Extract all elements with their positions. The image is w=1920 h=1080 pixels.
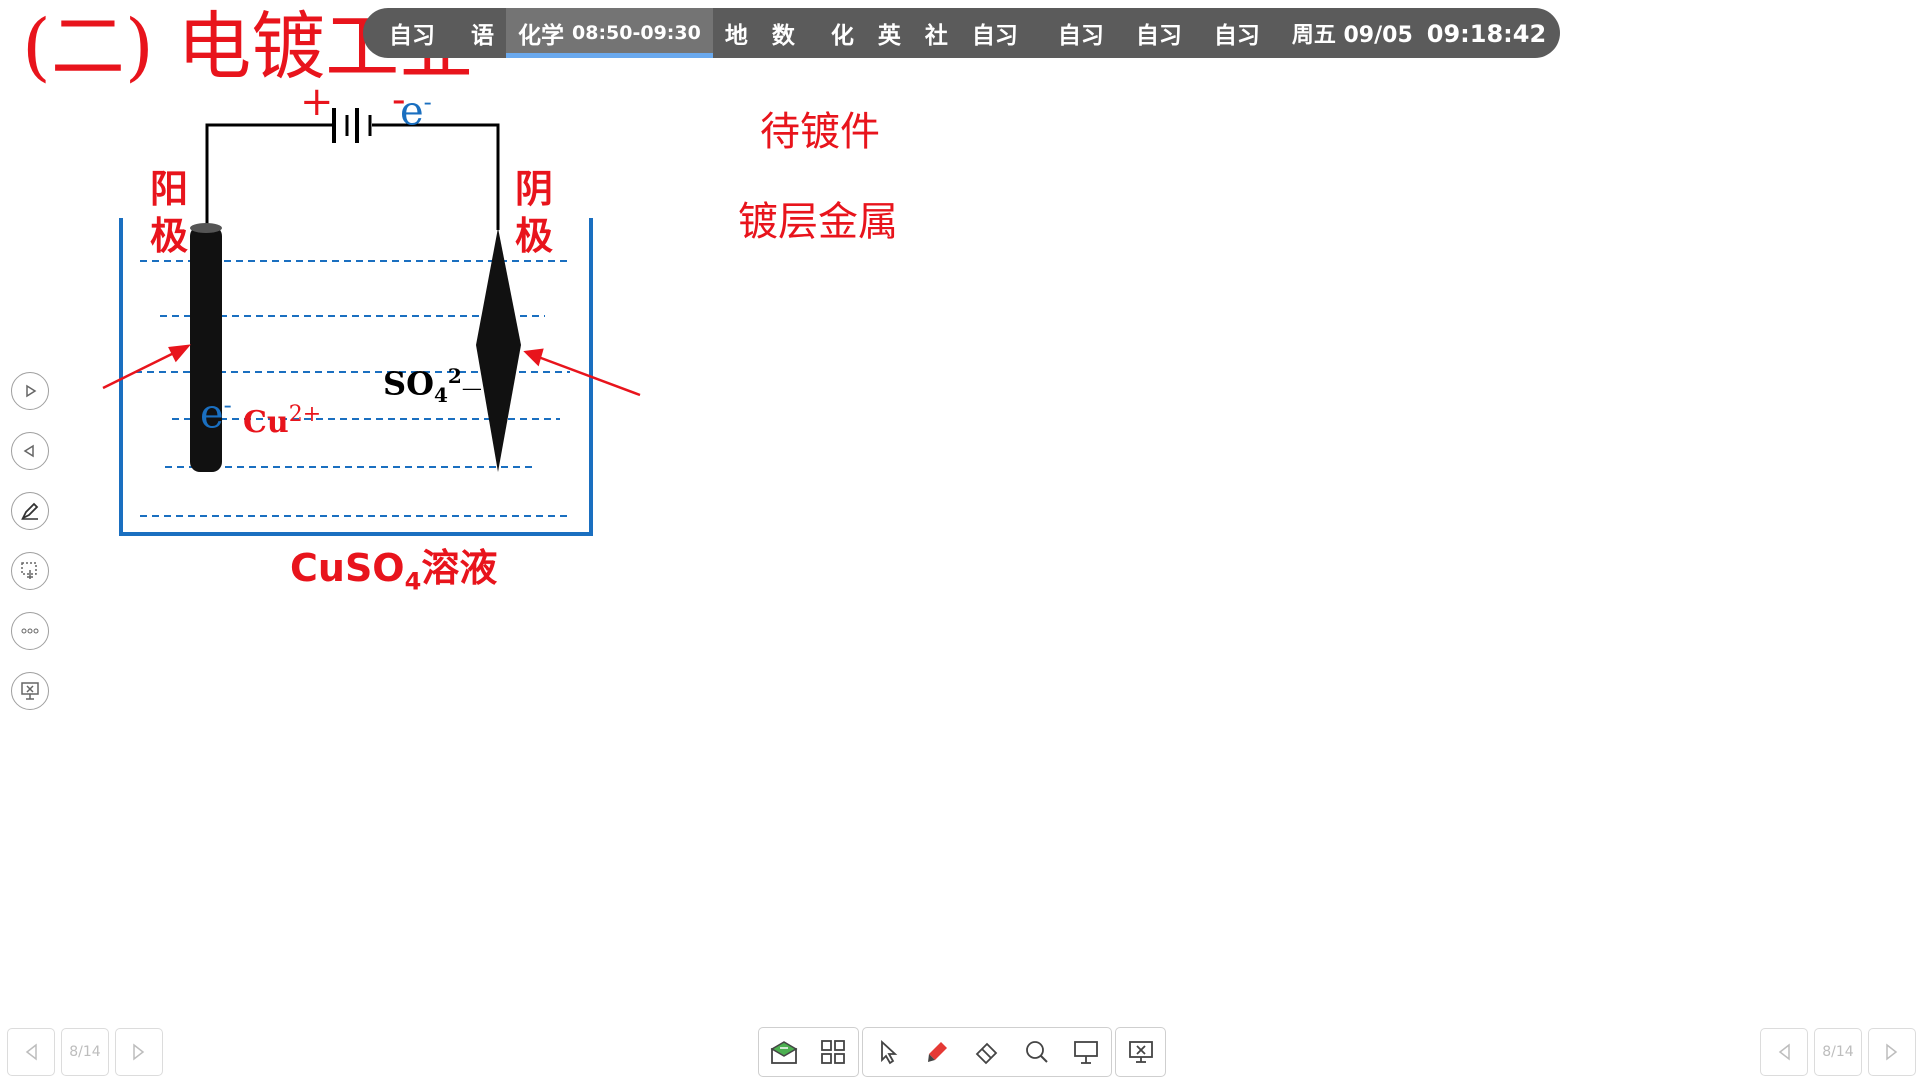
schedule-item[interactable]: 自习 — [1135, 23, 1182, 49]
solution-label: CuSO4溶液 — [290, 546, 497, 604]
end-show-button[interactable] — [11, 672, 49, 710]
search-icon — [1025, 1041, 1048, 1063]
prev-slide-button[interactable] — [11, 432, 49, 470]
schedule-item[interactable]: 地 — [724, 23, 748, 49]
electron-top-sup: - — [423, 88, 432, 116]
arrow-to-anode-head — [168, 344, 192, 363]
battery-minus-label: - — [392, 77, 406, 123]
sulfate-sup: 2 — [447, 364, 462, 388]
arrow-to-anode — [102, 347, 183, 390]
whiteboard-button[interactable] — [1061, 1028, 1111, 1076]
cathode-plate — [476, 228, 521, 472]
cu-ion-sup: 2+ — [288, 402, 322, 427]
arrow-to-cathode-head — [523, 348, 544, 367]
next-page-button-right[interactable] — [1868, 1028, 1916, 1076]
prev-page-button-left[interactable] — [7, 1028, 55, 1076]
grid-apps-button[interactable] — [809, 1028, 859, 1076]
schedule-item[interactable]: 化 — [830, 23, 854, 49]
class-schedule-bar: 自习 语 化学 08:50-09:30 地 数 化 英 社 自习 自习 自习 自… — [363, 8, 1560, 58]
more-button[interactable] — [11, 612, 49, 650]
next-page-button-left[interactable] — [115, 1028, 163, 1076]
circuit-wire — [205, 123, 500, 230]
bottom-toolbar-exit — [1115, 1027, 1166, 1077]
to-be-plated-label: 待镀件 — [760, 109, 880, 155]
clock-time: 09:18:42 — [1426, 20, 1547, 48]
chevron-right-icon — [133, 1043, 145, 1061]
electron-anode-sup: - — [223, 391, 232, 419]
bottom-toolbar-tools — [862, 1027, 1112, 1077]
page-indicator-right: 8/14 — [1814, 1028, 1862, 1076]
whiteboard-icon — [1074, 1041, 1099, 1064]
schedule-item[interactable]: 自习 — [389, 23, 435, 49]
electron-top-e: e — [400, 88, 424, 135]
solution-sub: 4 — [404, 567, 422, 596]
search-button[interactable] — [1012, 1028, 1062, 1076]
more-icon — [21, 628, 39, 634]
chevron-left-icon — [25, 1043, 37, 1061]
pointer-icon — [880, 1039, 898, 1065]
clock-day: 周五 09/05 — [1291, 23, 1413, 48]
page-indicator-left: 8/14 — [61, 1028, 109, 1076]
select-area-button[interactable] — [11, 552, 49, 590]
pointer-button[interactable] — [863, 1028, 913, 1076]
sulfate-text: SO — [383, 364, 434, 403]
next-slide-button[interactable] — [11, 372, 49, 410]
exit-show-icon — [1128, 1041, 1153, 1063]
electron-top-label: e- — [400, 82, 432, 131]
cathode-label-line1: 阴 — [515, 167, 554, 211]
clock: 周五 09/05 09:18:42 — [1288, 17, 1560, 49]
next-slide-icon — [26, 384, 37, 398]
anode-rod — [190, 226, 222, 472]
select-area-icon — [21, 562, 37, 579]
sulfate-sub: 4 — [433, 383, 448, 408]
electron-anode-e: e — [200, 391, 224, 438]
schedule-item[interactable]: 自习 — [971, 23, 1018, 49]
current-class-label: 化学 — [518, 23, 564, 49]
arrow-to-cathode — [532, 353, 641, 397]
anode-label-line2: 极 — [150, 214, 189, 258]
schedule-item[interactable]: 数 — [771, 23, 795, 49]
prev-page-button-right[interactable] — [1760, 1028, 1808, 1076]
schedule-item[interactable]: 语 — [471, 23, 494, 49]
grid-apps-icon — [821, 1040, 846, 1064]
anode-label: 阳 极 — [150, 166, 188, 260]
end-show-icon — [21, 682, 39, 700]
pen-button[interactable] — [11, 492, 49, 530]
bottom-toolbar-apps — [758, 1027, 859, 1077]
cu-ion-label: Cu2+ — [243, 398, 321, 440]
brush-button[interactable] — [913, 1028, 963, 1076]
anode-label-line1: 阳 — [150, 167, 189, 211]
schedule-item[interactable]: 自习 — [1213, 23, 1260, 49]
schedule-item[interactable]: 社 — [924, 23, 948, 49]
sulfate-ion-label: SO42— — [383, 358, 482, 413]
mail-icon — [770, 1041, 798, 1064]
plating-metal-label: 镀层金属 — [738, 199, 898, 245]
pen-icon — [20, 502, 39, 521]
cathode-label: 阴 极 — [515, 166, 553, 260]
anode-rod-top — [190, 223, 222, 233]
schedule-current-class[interactable]: 化学 08:50-09:30 — [506, 8, 713, 58]
cu-ion-text: Cu — [243, 405, 289, 440]
prev-slide-icon — [23, 444, 34, 458]
mail-button[interactable] — [759, 1028, 809, 1076]
exit-show-button[interactable] — [1116, 1028, 1165, 1076]
solution-suffix: 溶液 — [421, 546, 498, 590]
eraser-icon — [975, 1042, 998, 1065]
cathode-label-line2: 极 — [515, 214, 554, 258]
schedule-item[interactable]: 自习 — [1057, 23, 1104, 49]
schedule-item[interactable]: 英 — [877, 23, 901, 49]
eraser-button[interactable] — [962, 1028, 1012, 1076]
current-class-time: 08:50-09:30 — [572, 22, 701, 44]
solution-text: CuSO — [290, 546, 405, 590]
sulfate-dash: — — [461, 375, 482, 400]
brush-icon — [928, 1042, 948, 1062]
chevron-right-icon — [1886, 1043, 1898, 1061]
electron-anode-label: e- — [200, 385, 232, 434]
chevron-left-icon — [1778, 1043, 1790, 1061]
battery-plus-label: + — [300, 79, 334, 125]
